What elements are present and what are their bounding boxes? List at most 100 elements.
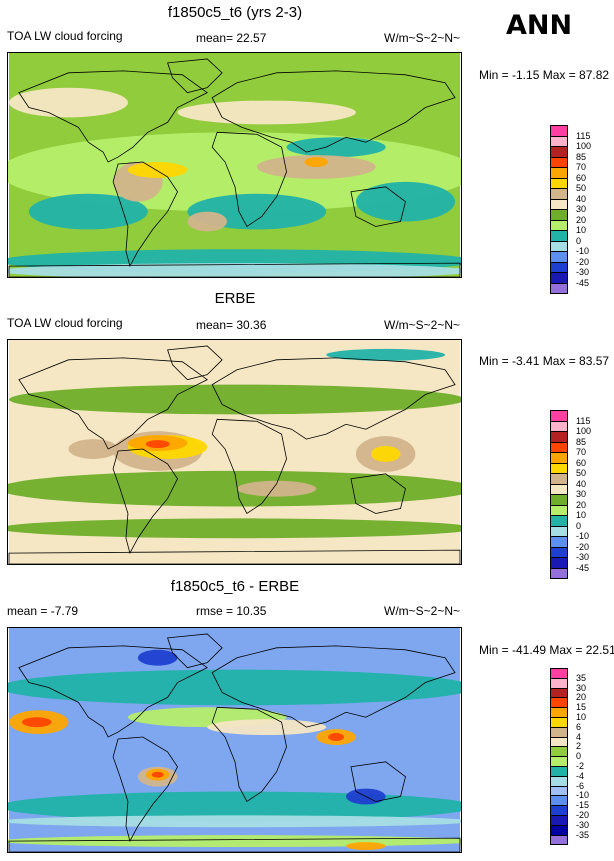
legend-swatch <box>550 282 568 294</box>
legend-label: -45 <box>576 277 590 288</box>
legend-label: -10 <box>576 531 590 541</box>
panel-model-units: W/m~S~2~N~ <box>384 31 461 45</box>
panel-obs-map <box>7 339 462 565</box>
legend-label: 85 <box>576 436 587 447</box>
legend-label: -20 <box>576 256 590 267</box>
legend-label: 115 <box>576 415 591 426</box>
legend-label: 30 <box>576 489 587 499</box>
field-contour <box>304 157 329 167</box>
panel-model-variable: TOA LW cloud forcing <box>7 29 123 43</box>
coastline <box>18 357 209 450</box>
field-contour <box>68 439 119 459</box>
legend-label: 10 <box>576 510 587 520</box>
field-contour <box>207 719 327 736</box>
field-contour <box>8 835 461 848</box>
panel-diff-rmse: rmse = 10.35 <box>196 604 267 618</box>
panel-obs-title: ERBE <box>214 290 256 307</box>
field-contour <box>328 733 345 741</box>
legend-label: 50 <box>576 468 587 478</box>
field-contour <box>145 440 170 449</box>
coastline <box>211 645 456 728</box>
legend-label: 40 <box>576 193 587 204</box>
legend-label: 20 <box>576 499 587 510</box>
coastline <box>350 186 406 227</box>
field-contour <box>370 446 401 462</box>
legend-label: 0 <box>576 235 582 246</box>
panel-model-title: f1850c5_t6 (yrs 2-3) <box>167 4 303 21</box>
panel-model-minmax: Min = -1.15 Max = 87.82 <box>479 68 610 82</box>
legend-label: 100 <box>576 141 592 151</box>
field-contour <box>286 137 386 158</box>
panel-model-mean: mean= 22.57 <box>196 31 267 45</box>
field-contour <box>8 518 461 539</box>
panel-diff-units: W/m~S~2~N~ <box>384 604 461 618</box>
field-contour <box>151 771 164 778</box>
legend-label: 10 <box>576 225 587 235</box>
legend-label: 30 <box>576 682 587 693</box>
field-contour <box>9 384 461 415</box>
coastline <box>167 633 223 669</box>
coastline <box>211 70 456 153</box>
coastline <box>112 448 178 555</box>
coastline <box>211 131 287 228</box>
legend-label: 20 <box>576 692 587 703</box>
panel-diff-title: f1850c5_t6 - ERBE <box>170 578 300 595</box>
coastline <box>211 357 456 440</box>
coastline <box>18 70 209 163</box>
coastline <box>167 58 223 94</box>
coastline <box>18 645 209 738</box>
legend-label: 10 <box>576 712 587 722</box>
legend-label: -20 <box>576 810 590 820</box>
field-contour <box>346 842 386 851</box>
field-contour <box>187 211 228 232</box>
legend-label: 0 <box>576 520 582 531</box>
legend-swatch <box>550 567 568 579</box>
legend-label: 60 <box>576 457 587 468</box>
panel-obs-minmax: Min = -3.41 Max = 83.57 <box>479 354 610 368</box>
legend-label: 70 <box>576 447 587 457</box>
coastline <box>112 161 178 268</box>
legend-label: -15 <box>576 800 590 811</box>
legend-label: 100 <box>576 426 592 436</box>
coastline <box>8 262 461 277</box>
panel-diff-minmax: Min = -41.49 Max = 22.51 <box>479 643 614 657</box>
legend-label: -30 <box>576 267 590 277</box>
legend-label: -4 <box>576 770 585 781</box>
coastline <box>112 736 178 843</box>
field-contour <box>9 87 128 118</box>
field-contour <box>177 100 356 125</box>
legend-label: -20 <box>576 541 590 552</box>
map-svg <box>8 340 461 564</box>
legend-swatch <box>550 834 568 846</box>
season-label: ANN <box>506 10 573 41</box>
legend-label: 40 <box>576 478 587 489</box>
legend-label: 115 <box>576 130 591 141</box>
legend-label: 20 <box>576 214 587 225</box>
panel-obs-units: W/m~S~2~N~ <box>384 318 461 332</box>
panel-obs-variable: TOA LW cloud forcing <box>7 316 123 330</box>
legend-label: -30 <box>576 819 590 830</box>
legend-label: -10 <box>576 790 590 801</box>
legend-label: 0 <box>576 751 582 762</box>
legend-label: 4 <box>576 731 582 742</box>
legend-label: 50 <box>576 183 587 193</box>
field-contour <box>8 815 461 828</box>
coastline <box>211 418 287 515</box>
legend-label: 2 <box>576 741 582 752</box>
coastline <box>211 706 287 803</box>
legend-label: 60 <box>576 172 587 183</box>
legend-label: 70 <box>576 162 587 172</box>
field-contour <box>127 162 188 178</box>
field-contour <box>28 193 148 230</box>
field-contour <box>236 480 317 497</box>
field-contour <box>21 717 52 728</box>
legend-label: -2 <box>576 761 585 771</box>
coastline <box>167 345 223 381</box>
legend-label: -6 <box>576 780 585 791</box>
field-contour <box>8 263 461 277</box>
legend-label: 35 <box>576 672 587 683</box>
legend-label: 30 <box>576 204 587 214</box>
field-contour <box>8 470 461 507</box>
legend-label: -30 <box>576 552 590 562</box>
legend-label: 85 <box>576 151 587 162</box>
